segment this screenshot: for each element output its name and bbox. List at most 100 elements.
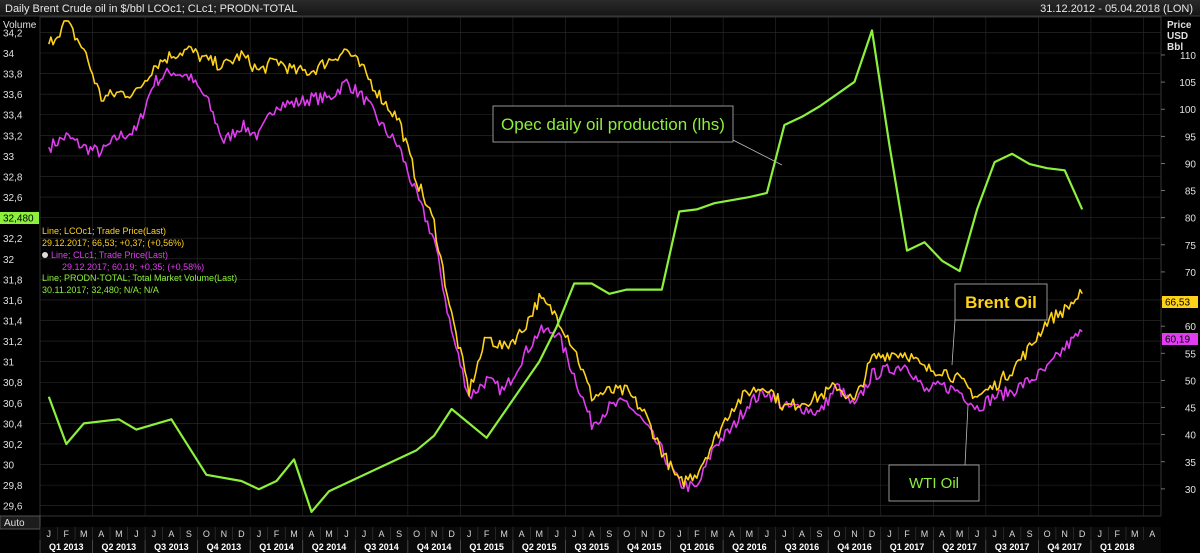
month-label: J xyxy=(765,529,770,539)
left-tick-label: 33,2 xyxy=(3,131,23,142)
month-label: J xyxy=(134,529,139,539)
month-label: M xyxy=(115,529,123,539)
month-label: A xyxy=(799,529,805,539)
month-label: D xyxy=(1079,529,1086,539)
month-label: A xyxy=(589,529,595,539)
quarter-label: Q1 2014 xyxy=(259,542,294,552)
month-label: J xyxy=(1097,529,1102,539)
quarter-label: Q4 2017 xyxy=(1047,542,1082,552)
opec-last-value: 32,480 xyxy=(3,214,34,225)
month-label: J xyxy=(152,529,157,539)
right-tick-label: 30 xyxy=(1185,485,1197,496)
plot-frame xyxy=(39,16,1162,517)
left-tick-label: 30,6 xyxy=(3,399,23,410)
quarter-label: Q4 2015 xyxy=(627,542,662,552)
right-tick-label: 70 xyxy=(1185,268,1197,279)
month-label: D xyxy=(869,529,876,539)
quarter-label: Q3 2016 xyxy=(785,542,820,552)
quarter-label: Q4 2016 xyxy=(837,542,872,552)
month-label: J xyxy=(975,529,980,539)
legend-wti-marker-icon xyxy=(42,252,48,258)
right-tick-label: 45 xyxy=(1185,404,1197,415)
legend: Line; LCOc1; Trade Price(Last) 29.12.201… xyxy=(42,226,237,295)
left-tick-label: 34 xyxy=(3,49,15,60)
quarter-label: Q2 2015 xyxy=(522,542,557,552)
left-tick-label: 32,8 xyxy=(3,172,23,183)
left-tick-label: 33 xyxy=(3,152,15,163)
quarter-label: Q1 2018 xyxy=(1100,542,1135,552)
month-label: J xyxy=(257,529,262,539)
left-tick-label: 30,4 xyxy=(3,419,23,430)
legend-opec-title: Line; PRODN-TOTAL; Total Market Volume(L… xyxy=(42,273,237,283)
month-label: J xyxy=(782,529,787,539)
left-axis-ticks: 29,6 29,8 30 30,2 30,4 30,6 30,8 31 31,2 31,4 31,6… xyxy=(3,28,23,512)
month-label: F xyxy=(274,529,280,539)
left-tick-label: 31,8 xyxy=(3,275,23,286)
quarter-label: Q4 2013 xyxy=(207,542,242,552)
month-label: J xyxy=(467,529,472,539)
month-label: J xyxy=(992,529,997,539)
quarter-label: Q1 2015 xyxy=(469,542,504,552)
right-axis-ticks: 3035404550556065707580859095100105110 xyxy=(1161,51,1196,496)
left-tick-label: 31 xyxy=(3,358,15,369)
month-label: S xyxy=(1027,529,1033,539)
left-tick-label: 29,8 xyxy=(3,481,23,492)
left-tick-label: 31,4 xyxy=(3,317,23,328)
month-label: F xyxy=(484,529,490,539)
month-label: A xyxy=(1149,529,1155,539)
month-label: M xyxy=(500,529,508,539)
quarter-label: Q3 2015 xyxy=(574,542,609,552)
brent-last-value: 66,53 xyxy=(1165,298,1190,309)
month-label: S xyxy=(606,529,612,539)
axis-corner xyxy=(1161,516,1200,553)
left-tick-label: 33,8 xyxy=(3,70,23,81)
month-label: A xyxy=(519,529,525,539)
month-label: N xyxy=(1061,529,1068,539)
month-label: S xyxy=(396,529,402,539)
quarter-label: Q3 2014 xyxy=(364,542,399,552)
right-tick-label: 35 xyxy=(1185,458,1197,469)
month-label: M xyxy=(290,529,298,539)
month-label: O xyxy=(623,529,630,539)
right-tick-label: 40 xyxy=(1185,431,1197,442)
month-label: J xyxy=(572,529,577,539)
opec-annotation-label: Opec daily oil production (lhs) xyxy=(501,115,725,134)
brent-annotation-label: Brent Oil xyxy=(965,293,1037,312)
month-label: N xyxy=(641,529,648,539)
month-label: M xyxy=(956,529,964,539)
month-label: M xyxy=(80,529,88,539)
right-tick-label: 100 xyxy=(1179,105,1196,116)
month-label: N xyxy=(851,529,858,539)
month-label: M xyxy=(325,529,333,539)
month-label: O xyxy=(1044,529,1051,539)
brent-line xyxy=(48,20,1083,488)
auto-scale-button[interactable] xyxy=(0,515,41,530)
left-tick-label: 32 xyxy=(3,255,15,266)
left-tick-label: 31,2 xyxy=(3,337,23,348)
quarter-label: Q3 2017 xyxy=(995,542,1030,552)
legend-opec-values: 30.11.2017; 32,480; N/A; N/A xyxy=(42,285,159,295)
month-label: D xyxy=(659,529,666,539)
legend-wti-title: Line; CLc1; Trade Price(Last) xyxy=(51,250,168,260)
month-label: N xyxy=(431,529,438,539)
month-label: M xyxy=(1131,529,1139,539)
right-tick-label: 75 xyxy=(1185,241,1197,252)
left-axis-title: Volume xyxy=(3,20,37,31)
opec-last-value-badge xyxy=(0,212,39,224)
month-label: A xyxy=(168,529,174,539)
right-axis-title-line-1: Price xyxy=(1167,20,1192,31)
month-label: A xyxy=(308,529,314,539)
opec-annotation-pointer xyxy=(732,139,783,166)
auto-scale-label: Auto xyxy=(4,518,25,529)
right-tick-label: 110 xyxy=(1180,51,1196,62)
legend-brent-values: 29.12.2017; 66,53; +0,37; (+0,56%) xyxy=(42,238,184,248)
date-range: 31.12.2012 - 05.04.2018 (LON) xyxy=(1040,3,1193,15)
legend-wti-values: 29.12.2017; 60,19; +0,35; (+0,58%) xyxy=(62,262,204,272)
month-label: N xyxy=(221,529,228,539)
month-label: J xyxy=(47,529,52,539)
month-label: A xyxy=(98,529,104,539)
quarter-label: Q3 2013 xyxy=(154,542,189,552)
month-label: F xyxy=(904,529,910,539)
